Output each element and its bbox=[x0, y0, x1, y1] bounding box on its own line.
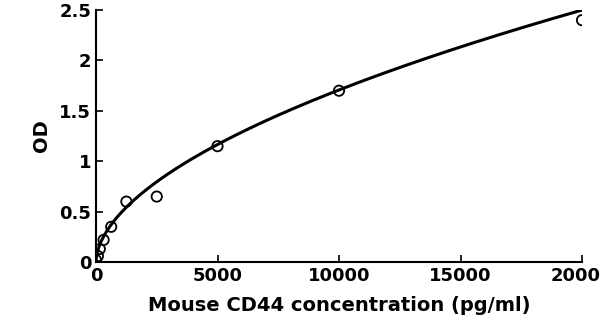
Point bbox=[152, 194, 161, 199]
Point bbox=[106, 224, 116, 229]
Point bbox=[93, 253, 103, 259]
X-axis label: Mouse CD44 concentration (pg/ml): Mouse CD44 concentration (pg/ml) bbox=[148, 296, 530, 315]
Point bbox=[334, 88, 344, 93]
Point bbox=[122, 199, 131, 204]
Point bbox=[213, 143, 223, 149]
Point bbox=[99, 237, 109, 243]
Y-axis label: OD: OD bbox=[32, 120, 51, 153]
Point bbox=[95, 246, 104, 252]
Point bbox=[577, 17, 587, 23]
Point bbox=[91, 257, 101, 263]
